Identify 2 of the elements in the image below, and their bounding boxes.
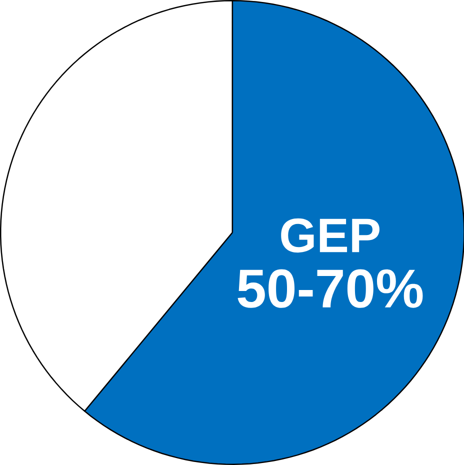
text: 50-70% xyxy=(238,269,423,308)
slice-label: GEP xyxy=(281,218,380,253)
